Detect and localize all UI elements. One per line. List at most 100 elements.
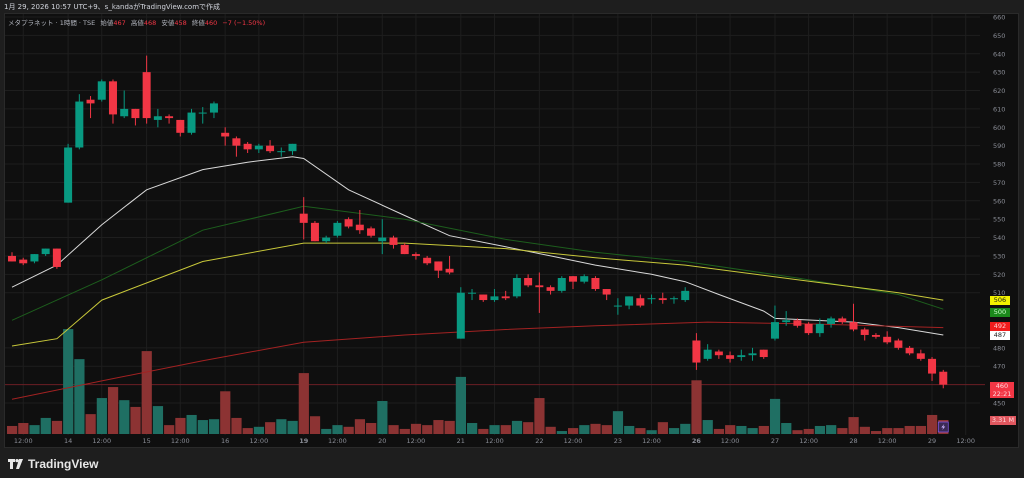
volume-bar	[141, 351, 152, 434]
price-tick-label: 450	[993, 399, 1005, 407]
candle-body	[726, 355, 735, 359]
time-tick-label: 16	[221, 437, 229, 445]
close-value: 460	[204, 19, 218, 27]
volume-bar	[444, 420, 455, 434]
volume-bar	[388, 425, 399, 434]
volume-bar	[882, 428, 893, 434]
volume-bar	[915, 425, 927, 434]
candle-body	[602, 289, 611, 295]
volume-bar	[85, 414, 96, 434]
candle-body	[378, 237, 387, 242]
volume-bar	[635, 428, 646, 434]
time-axis: 12:00 14 12:00 15 12:00 16 12:00 19 12:00 20 12:00…	[14, 437, 975, 445]
volume-bar	[826, 425, 837, 434]
volume-bar	[870, 431, 882, 434]
price-tick-label: 650	[993, 32, 1005, 40]
candle-body	[569, 276, 577, 282]
candle-body	[916, 353, 925, 359]
volume-bar	[321, 428, 332, 434]
volume-bar	[197, 420, 208, 434]
price-tick-label: 480	[993, 344, 1005, 352]
candle-body	[681, 290, 690, 301]
volume-bar	[601, 425, 612, 434]
candle-body	[19, 259, 28, 264]
candle-body	[277, 151, 286, 153]
candle-body	[636, 298, 645, 306]
price-tick-label: 550	[993, 216, 1005, 224]
price-axis: 660 650 640 630 620 610 600 590 580 570 560 550 540 5…	[993, 14, 1005, 408]
moving-averages	[11, 156, 944, 400]
candle-body	[333, 222, 342, 236]
volume-bar	[208, 419, 220, 434]
price-tick-label: 560	[993, 197, 1005, 205]
candle-body	[658, 298, 667, 301]
volume-bar	[29, 425, 40, 434]
change-value: −7 (−1.50%)	[222, 19, 266, 27]
candle-body	[591, 277, 600, 290]
price-tick-label: 580	[993, 161, 1005, 169]
volume-bar	[725, 425, 736, 434]
volume-bar	[702, 420, 713, 434]
candle-body	[928, 358, 937, 374]
candle-body	[535, 285, 544, 288]
candle-body	[501, 296, 510, 299]
candle-body	[254, 145, 263, 150]
volume-bar	[691, 380, 702, 434]
candle-body	[894, 340, 903, 348]
time-tick-label: 12:00	[328, 437, 347, 445]
volume-bar	[545, 426, 556, 434]
volume-bar	[74, 359, 85, 434]
candle-body	[8, 255, 16, 262]
candle-body	[557, 277, 566, 291]
price-tick-label: 610	[993, 105, 1005, 113]
volume-bar	[893, 428, 904, 434]
volume-bar	[399, 428, 410, 434]
candle-body	[310, 222, 319, 242]
time-tick-label: 20	[378, 437, 386, 445]
candle-body	[939, 371, 948, 385]
time-tick-label: 14	[64, 437, 72, 445]
time-tick-label: 27	[771, 437, 779, 445]
candle-body	[165, 116, 174, 119]
chart-panel[interactable]	[4, 13, 1019, 448]
price-tick-label: 540	[993, 234, 1005, 242]
volume-bar	[343, 426, 354, 434]
bar-countdown: 22:21	[992, 390, 1012, 398]
volume-bar	[107, 387, 119, 434]
chart-caption: 1月 29, 2026 10:57 UTC+9、s_kandaがTradingV…	[4, 3, 221, 11]
candle-body	[737, 355, 746, 358]
ma-green-badge: 500	[990, 308, 1010, 317]
moving-average-line	[11, 156, 944, 336]
volume-bar	[837, 428, 848, 434]
candle-body	[176, 119, 185, 133]
high-label: 高値	[130, 19, 144, 27]
volume-bar	[51, 420, 63, 434]
volume-bar	[96, 398, 107, 434]
time-tick-label: 12:00	[799, 437, 818, 445]
volume-bar	[242, 428, 253, 434]
candle-body	[759, 349, 768, 358]
last-price-badge: 460 22:21	[990, 382, 1014, 398]
candle-body	[367, 228, 376, 236]
candle-body	[288, 143, 297, 152]
volume-bars	[7, 329, 949, 434]
candle-body	[827, 318, 836, 324]
time-tick-label: 23	[614, 437, 622, 445]
volume-bar	[478, 428, 489, 434]
time-tick-label: 22	[535, 437, 543, 445]
volume-bar	[377, 401, 388, 434]
candle-body	[434, 261, 443, 271]
candle-body	[860, 329, 869, 335]
low-value: 458	[174, 19, 187, 27]
candle-body	[804, 323, 813, 334]
time-tick-label: 15	[142, 437, 150, 445]
candle-body	[232, 138, 241, 146]
price-tick-label: 620	[993, 87, 1005, 95]
volume-bar	[433, 420, 444, 434]
candle-body	[445, 268, 454, 273]
ma-yellow-badge: 506	[990, 296, 1010, 305]
candle-body	[108, 81, 117, 115]
time-tick-label: 12:00	[642, 437, 661, 445]
candles	[8, 55, 948, 389]
